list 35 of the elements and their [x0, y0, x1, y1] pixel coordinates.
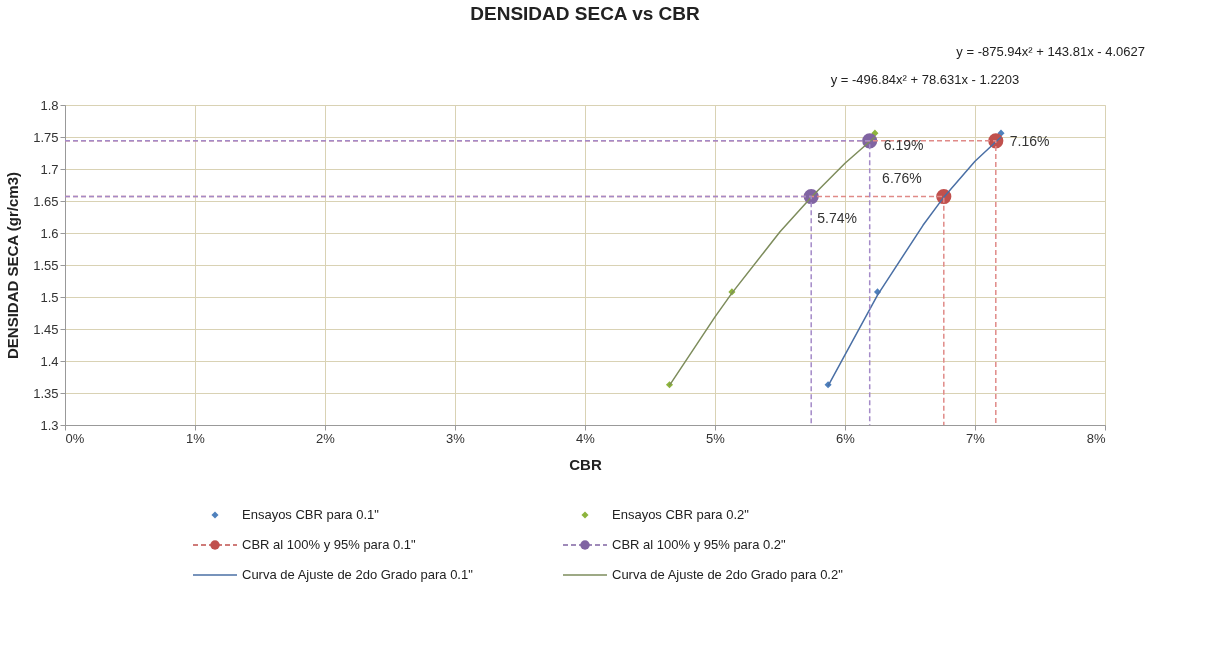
y-tick-label: 1.8 [40, 97, 59, 113]
legend-label: Curva de Ajuste de 2do Grado para 0.1" [242, 567, 474, 582]
legend-label: Ensayos CBR para 0.2" [612, 507, 750, 522]
annotation: 6.19% [883, 136, 924, 153]
y-axis-title: DENSIDAD SECA (gr/cm3) [4, 172, 22, 359]
y-tick-label: 1.45 [33, 321, 59, 337]
legend-label: CBR al 100% y 95% para 0.1" [242, 537, 417, 552]
x-axis-title: CBR [569, 455, 602, 473]
y-tick-label: 1.35 [33, 385, 59, 401]
y-tick-label: 1.7 [40, 161, 59, 177]
y-tick-label: 1.6 [40, 225, 59, 241]
legend-label: Curva de Ajuste de 2do Grado para 0.2" [612, 567, 844, 582]
x-tick-label: 8% [1086, 430, 1106, 446]
x-tick-label: 5% [706, 430, 726, 446]
legend-label: Ensayos CBR para 0.1" [242, 507, 380, 522]
annotation: 6.76% [882, 169, 922, 186]
x-tick-label: 0% [65, 430, 85, 446]
chart-title: DENSIDAD SECA vs CBR [470, 3, 700, 24]
annotation: 5.74% [817, 209, 857, 226]
y-tick-label: 1.5 [40, 289, 59, 305]
y-tick-label: 1.65 [33, 193, 59, 209]
legend-label: CBR al 100% y 95% para 0.2" [612, 537, 787, 552]
y-tick-label: 1.4 [40, 353, 59, 369]
y-tick-label: 1.3 [40, 417, 59, 433]
x-tick-label: 1% [186, 430, 206, 446]
text: y = -875.94x² + 143.81x - 4.0627 [956, 44, 1145, 59]
text: y = -496.84x² + 78.631x - 1.2203 [830, 72, 1020, 87]
x-tick-label: 7% [966, 430, 986, 446]
x-tick-label: 3% [446, 430, 466, 446]
y-tick-label: 1.75 [33, 129, 59, 145]
y-tick-label: 1.55 [33, 257, 59, 273]
x-tick-label: 6% [836, 430, 856, 446]
x-tick-label: 2% [316, 430, 336, 446]
x-tick-label: 4% [576, 430, 596, 446]
annotation: 7.16% [1009, 132, 1050, 149]
